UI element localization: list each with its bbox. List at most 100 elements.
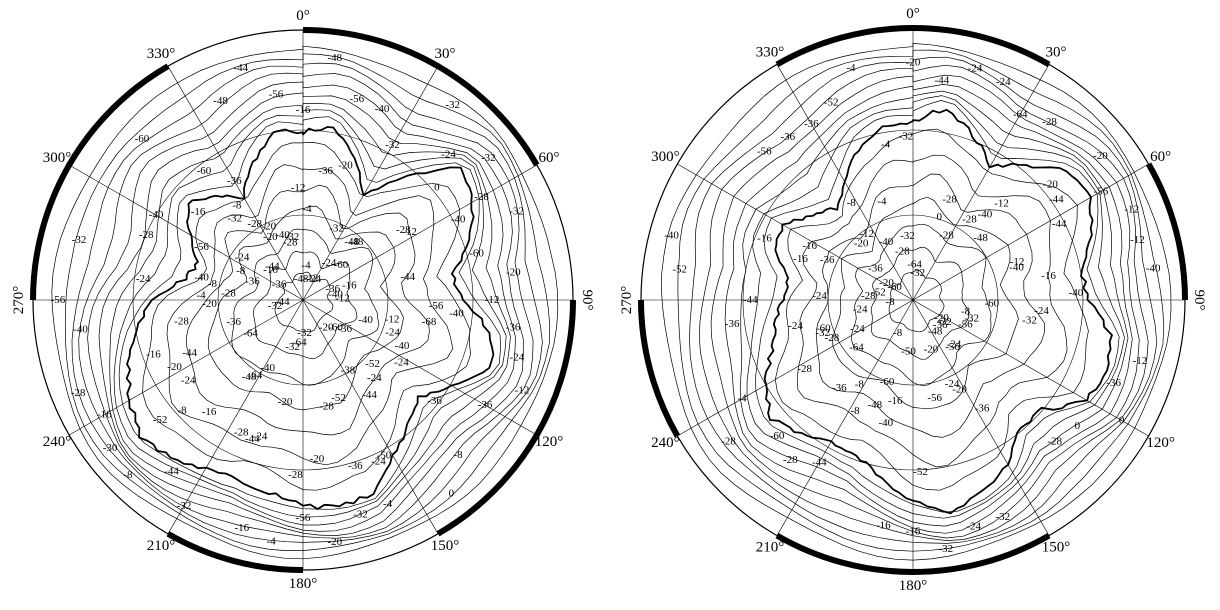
- longitude-label: 150°: [1042, 540, 1071, 556]
- contour-value-label: -32: [815, 327, 830, 339]
- contour-value-label: -16: [191, 206, 206, 218]
- interior-contour-line: [851, 223, 992, 387]
- contour-value-label: -16: [757, 233, 772, 245]
- longitude-label: 180°: [289, 576, 318, 592]
- contour-value-label: -12: [335, 292, 350, 304]
- longitude-label: 330°: [147, 46, 176, 62]
- longitude-label: 60°: [538, 150, 559, 166]
- contour-value-label: -28: [1042, 116, 1057, 128]
- contour-value-label: -20: [506, 266, 521, 278]
- contour-value-label: -24: [945, 378, 960, 390]
- contour-value-label: -4: [301, 259, 311, 271]
- contour-value-label: -24: [367, 372, 382, 384]
- contour-value-label: -16: [1041, 270, 1056, 282]
- contour-value-label: -24: [371, 456, 386, 468]
- contour-value-label: -36: [478, 399, 493, 411]
- contour-value-label: -44: [275, 296, 290, 308]
- ocean-contour-line: [87, 81, 524, 536]
- contour-value-label: -40: [395, 340, 410, 352]
- contour-value-label: -32: [937, 316, 952, 328]
- contour-value-label: -24: [253, 430, 268, 442]
- contour-value-label: -8: [851, 405, 861, 417]
- interior-contour-line: [274, 271, 334, 332]
- contour-value-label: -16: [296, 104, 311, 116]
- contour-value-label: -36: [933, 319, 948, 331]
- contour-value-label: -36: [506, 322, 521, 334]
- contour-value-label: -4: [302, 203, 312, 215]
- frame-rim-thick: [166, 531, 304, 573]
- contour-value-label: -28: [288, 469, 303, 481]
- meridian-line: [167, 299, 304, 534]
- contour-value-label: 0: [1119, 415, 1125, 427]
- contour-value-label: -48: [867, 399, 882, 411]
- contour-value-label: -64: [248, 370, 263, 382]
- contour-value-label: -20: [879, 277, 894, 289]
- ocean-contour-line: [64, 53, 551, 551]
- contour-value-label: -40: [149, 209, 164, 221]
- contour-value-label: -24: [966, 521, 981, 533]
- contour-value-label: -28: [783, 454, 798, 466]
- contour-value-label: -48: [242, 371, 257, 383]
- contour-value-label: -44: [743, 294, 758, 306]
- contour-value-label: -8: [123, 469, 133, 481]
- contour-value-label: 0: [936, 211, 942, 223]
- contour-value-label: -24: [996, 76, 1011, 88]
- ocean-contour-line: [746, 95, 1125, 519]
- longitude-label: 90°: [579, 290, 595, 311]
- contour-value-label: -36: [318, 165, 333, 177]
- contour-value-label: -16: [802, 240, 817, 252]
- contour-value-label: -28: [247, 218, 262, 230]
- contour-value-label: -32: [938, 543, 953, 555]
- contour-value-label: -52: [871, 286, 886, 298]
- contour-value-label: -32: [268, 300, 283, 312]
- contour-value-label: -24: [509, 351, 524, 363]
- contour-value-label: -56: [429, 300, 444, 312]
- contour-value-label: -56: [945, 341, 960, 353]
- longitude-label: 300°: [651, 149, 680, 165]
- contour-value-label: -44: [245, 433, 260, 445]
- contour-value-label: -32: [964, 313, 979, 325]
- ocean-contour-line: [710, 74, 1140, 539]
- contour-value-label: -36: [820, 254, 835, 266]
- contour-value-label: -56: [958, 318, 973, 330]
- contour-value-label: -20: [952, 383, 967, 395]
- contour-value-label: -12: [402, 226, 417, 238]
- contour-value-label: -40: [375, 103, 390, 115]
- contour-value-label: -20: [167, 361, 182, 373]
- contour-value-label: -44: [1052, 218, 1067, 230]
- contour-value-label: -4: [383, 498, 393, 510]
- contour-value-label: -24: [181, 374, 196, 386]
- contour-value-label: -56: [927, 392, 942, 404]
- longitude-label: 300°: [43, 150, 72, 166]
- ocean-contour-line: [98, 92, 516, 532]
- contour-value-label: -32: [1022, 315, 1037, 327]
- contour-value-label: -60: [984, 297, 999, 309]
- contour-value-label: -28: [474, 191, 489, 203]
- meridian-line: [912, 299, 1050, 536]
- contour-value-label: -64: [292, 337, 307, 349]
- frame-rim-thick: [1145, 162, 1188, 301]
- contour-value-label: -20: [906, 57, 921, 69]
- contour-value-label: -12: [385, 314, 400, 326]
- contour-value-label: -60: [197, 165, 212, 177]
- ocean-contour-line: [78, 72, 534, 539]
- contour-value-label: -60: [770, 430, 785, 442]
- contour-value-label: -16: [263, 264, 278, 276]
- contour-value-label: -32: [329, 222, 344, 234]
- longitude-label: 0°: [906, 6, 920, 22]
- contour-value-label: -4: [197, 290, 207, 302]
- contour-value-label: -24: [788, 320, 803, 332]
- interior-contour-line: [166, 164, 454, 466]
- contour-value-label: -40: [878, 417, 893, 429]
- contour-value-label: -24: [812, 290, 827, 302]
- contour-value-label: -24: [947, 339, 962, 351]
- longitude-label: 240°: [43, 434, 72, 450]
- contour-value-label: -36: [226, 316, 241, 328]
- contour-value-label: -50: [377, 450, 392, 462]
- contour-value-label: -40: [879, 236, 894, 248]
- contour-value-label: -40: [1069, 287, 1084, 299]
- contour-value-label: -56: [349, 93, 364, 105]
- contour-value-label: -36: [348, 460, 363, 472]
